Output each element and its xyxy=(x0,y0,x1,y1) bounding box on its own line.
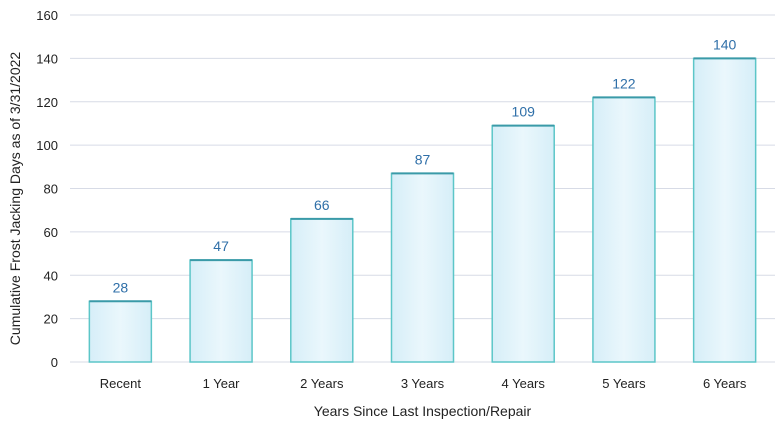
data-label: 47 xyxy=(213,238,229,254)
data-label: 87 xyxy=(415,151,431,167)
y-tick-label: 140 xyxy=(36,51,58,66)
x-tick-label: 1 Year xyxy=(203,376,241,391)
data-label: 140 xyxy=(713,36,737,52)
y-tick-label: 100 xyxy=(36,138,58,153)
bar xyxy=(692,57,757,363)
data-labels: 28 47 66 87 109 122 140 xyxy=(113,36,737,295)
data-label: 122 xyxy=(612,75,636,91)
y-tick-label: 120 xyxy=(36,95,58,110)
y-tick-label: 20 xyxy=(44,312,58,327)
x-tick-label: 2 Years xyxy=(300,376,344,391)
data-label: 28 xyxy=(113,279,129,295)
x-tick-label: 5 Years xyxy=(602,376,646,391)
bars xyxy=(88,57,757,363)
bar xyxy=(88,300,153,363)
x-tick-label: Recent xyxy=(100,376,142,391)
bar xyxy=(390,172,455,363)
x-tick-label: 3 Years xyxy=(401,376,445,391)
x-tick-label: 4 Years xyxy=(502,376,546,391)
x-axis-title: Years Since Last Inspection/Repair xyxy=(314,403,532,419)
y-axis-ticks: 0 20 40 60 80 100 120 140 160 xyxy=(36,8,58,370)
bar xyxy=(491,124,555,363)
bar xyxy=(290,218,354,363)
y-tick-label: 40 xyxy=(44,268,58,283)
y-tick-label: 80 xyxy=(44,182,58,197)
x-tick-label: 6 Years xyxy=(703,376,747,391)
y-tick-label: 0 xyxy=(51,355,58,370)
bar xyxy=(592,96,656,363)
x-axis-ticks: Recent 1 Year 2 Years 3 Years 4 Years 5 Years… xyxy=(100,376,747,391)
y-tick-label: 60 xyxy=(44,225,58,240)
data-label: 109 xyxy=(512,104,536,120)
bar xyxy=(189,259,253,363)
y-axis-title: Cumulative Frost Jacking Days as of 3/31… xyxy=(7,52,23,346)
data-label: 66 xyxy=(314,197,330,213)
y-tick-label: 160 xyxy=(36,8,58,23)
